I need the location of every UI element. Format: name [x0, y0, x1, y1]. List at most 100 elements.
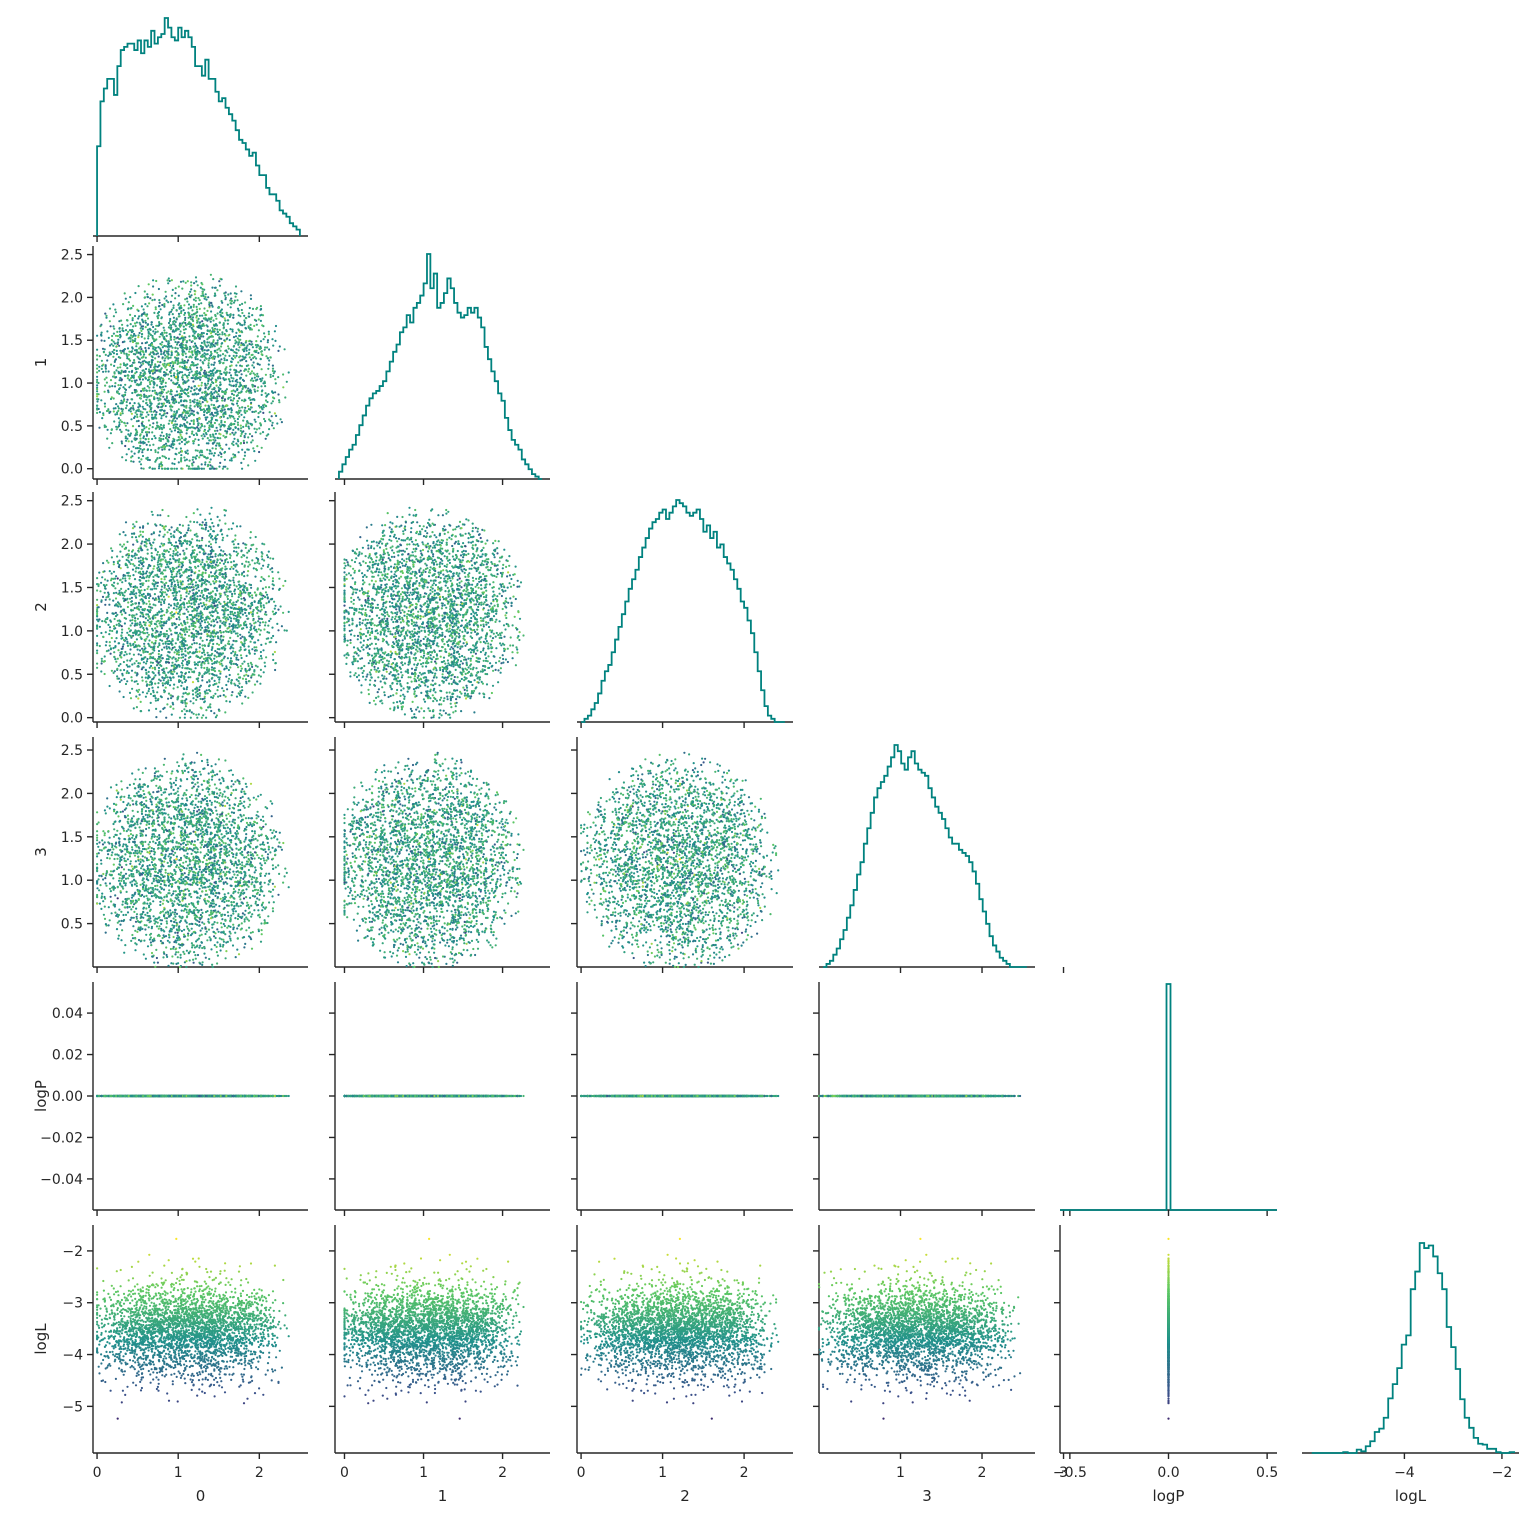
scatter-point — [117, 338, 120, 341]
scatter-point — [133, 322, 137, 325]
scatter-point — [271, 396, 275, 399]
scatter-point — [165, 295, 168, 298]
scatter-point — [178, 438, 182, 441]
scatter-point — [234, 285, 238, 288]
scatter-point — [168, 419, 171, 422]
scatter-point — [100, 670, 103, 673]
scatter-point — [218, 284, 222, 287]
scatter-point — [232, 377, 235, 380]
scatter-point — [96, 618, 99, 621]
y-tick-label: 2.0 — [61, 290, 83, 306]
scatter-point — [188, 325, 191, 328]
scatter-point — [244, 695, 247, 698]
scatter-point — [253, 418, 256, 421]
scatter-point — [169, 547, 172, 551]
scatter-point — [211, 590, 214, 593]
scatter-point — [98, 355, 101, 358]
scatter-point — [273, 607, 276, 610]
scatter-point — [197, 713, 200, 716]
scatter-point — [241, 702, 244, 705]
scatter-point — [240, 656, 243, 660]
scatter-point — [134, 536, 138, 539]
scatter-point — [198, 352, 201, 355]
scatter-point — [123, 340, 126, 343]
scatter-point — [250, 340, 253, 343]
scatter-point — [220, 452, 223, 456]
scatter-point — [243, 564, 246, 567]
scatter-point — [124, 370, 127, 373]
scatter-point — [179, 371, 182, 374]
scatter-point — [232, 336, 236, 339]
scatter-point — [129, 410, 132, 413]
scatter-point — [240, 330, 243, 333]
scatter-point — [198, 539, 201, 542]
scatter-point — [222, 406, 225, 409]
scatter-point — [138, 460, 141, 463]
scatter-point — [250, 424, 253, 427]
scatter-point — [213, 657, 216, 660]
scatter-point — [160, 402, 163, 405]
scatter-point — [229, 567, 232, 571]
scatter-point — [159, 368, 162, 371]
scatter-point — [262, 564, 265, 567]
scatter-point — [166, 654, 169, 657]
scatter-point — [177, 315, 180, 318]
scatter-point — [181, 624, 184, 627]
scatter-point — [277, 608, 280, 611]
scatter-point — [245, 410, 249, 413]
scatter-point — [198, 429, 201, 432]
scatter-point — [207, 374, 210, 377]
scatter-points — [96, 273, 290, 470]
scatter-point — [134, 619, 137, 623]
scatter-point — [113, 640, 116, 643]
scatter-point — [209, 320, 212, 323]
scatter-point — [219, 425, 222, 428]
scatter-point — [127, 601, 130, 604]
scatter-point — [146, 305, 149, 308]
scatter-point — [120, 399, 123, 402]
scatter-point — [201, 314, 204, 317]
scatter-point — [192, 440, 195, 443]
scatter-point — [197, 674, 201, 677]
scatter-point — [238, 385, 241, 388]
scatter-point — [230, 694, 233, 697]
scatter-point — [185, 441, 188, 444]
scatter-point — [199, 407, 202, 410]
scatter-point — [96, 378, 99, 381]
scatter-point — [198, 643, 201, 646]
scatter-point — [203, 349, 206, 352]
scatter-point — [209, 458, 212, 461]
scatter-point — [210, 334, 213, 338]
scatter-point — [250, 370, 254, 373]
scatter-point — [193, 520, 196, 524]
scatter-point — [184, 323, 188, 326]
scatter-point — [206, 400, 209, 403]
scatter-point — [144, 408, 147, 411]
scatter-point — [127, 559, 130, 562]
scatter-point — [197, 297, 200, 300]
scatter-point — [212, 278, 215, 281]
scatter-point — [143, 645, 146, 648]
scatter-point — [157, 399, 160, 402]
scatter-point — [214, 535, 217, 538]
scatter-point — [96, 358, 99, 361]
scatter-point — [254, 459, 257, 462]
scatter-point — [237, 412, 240, 415]
scatter-point — [135, 596, 138, 599]
scatter-point — [192, 325, 195, 328]
scatter-point — [274, 382, 277, 385]
scatter-point — [262, 338, 265, 341]
scatter-point — [179, 553, 182, 556]
scatter-point — [195, 308, 199, 311]
scatter-point — [165, 645, 168, 648]
scatter-point — [196, 366, 199, 369]
scatter-point — [139, 346, 142, 349]
scatter-point — [129, 307, 132, 310]
scatter-point — [144, 341, 147, 345]
scatter-point — [199, 594, 202, 598]
scatter-point — [206, 341, 209, 344]
scatter-point — [141, 389, 145, 392]
scatter-point — [170, 415, 173, 418]
scatter-point — [196, 607, 199, 610]
scatter-point — [184, 361, 187, 364]
